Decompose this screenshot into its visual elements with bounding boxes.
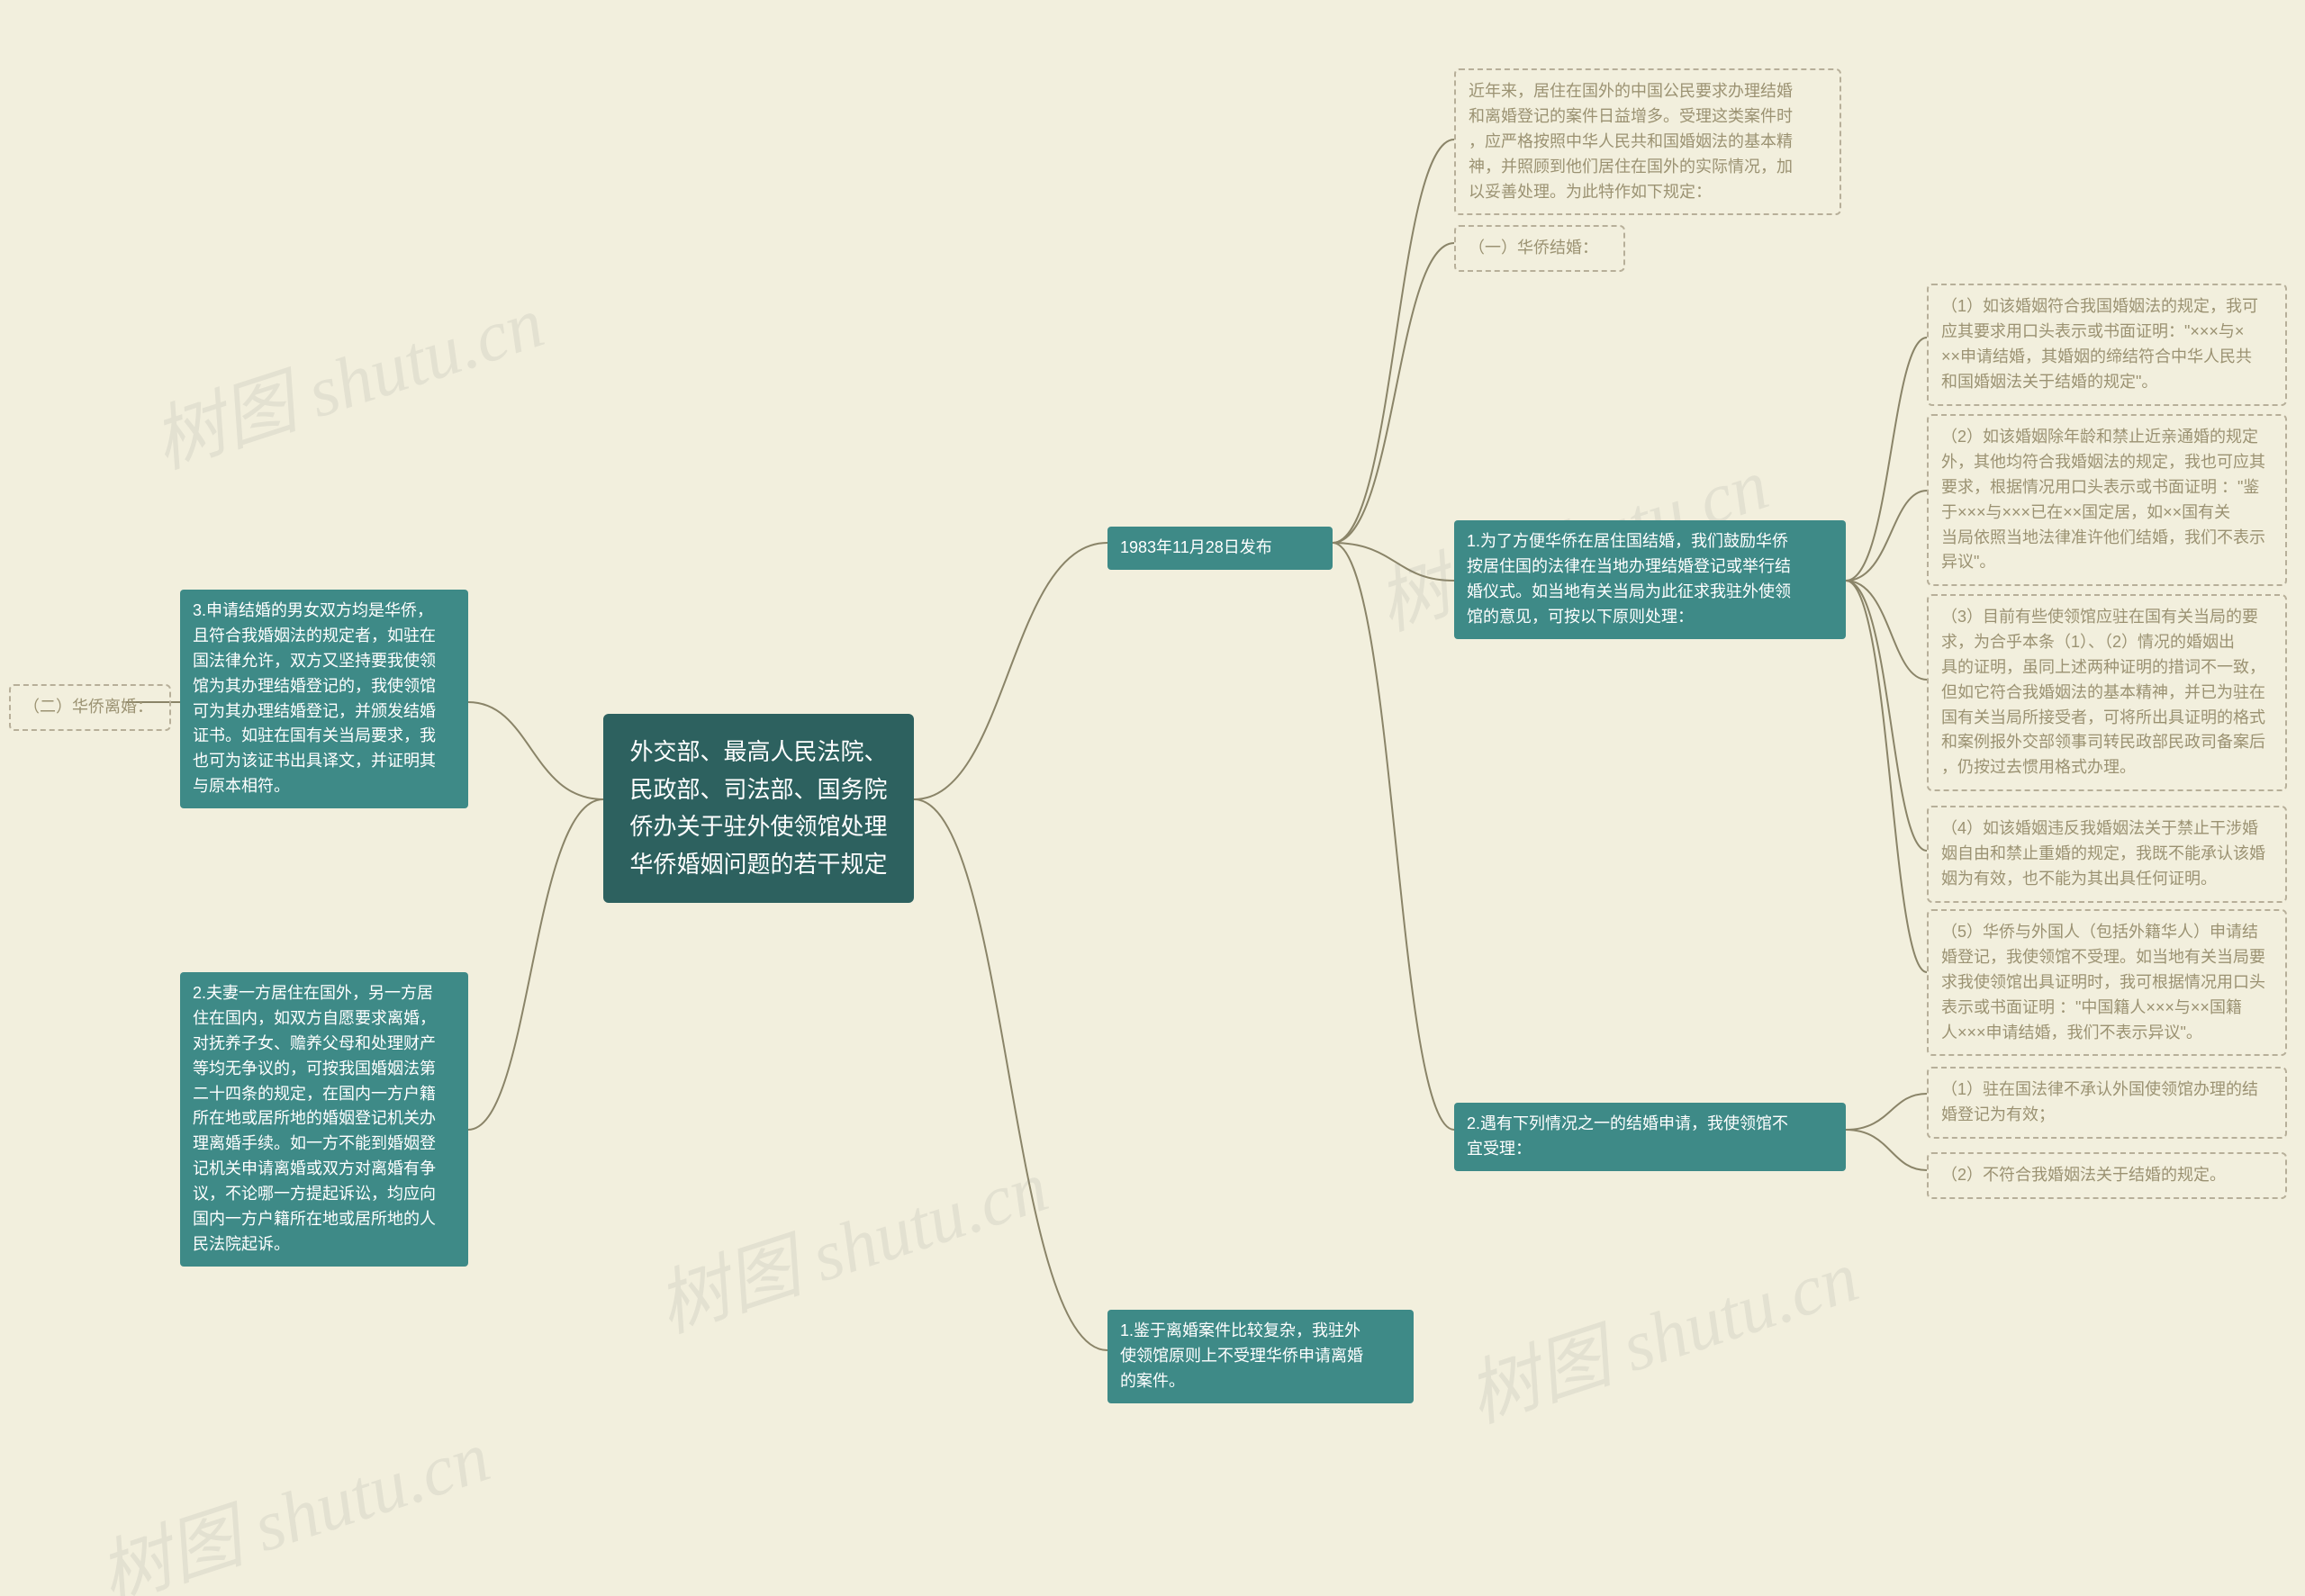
branch-1983[interactable]: 1983年11月28日发布 [1107, 527, 1333, 570]
node-section1-label[interactable]: （一）华侨结婚： [1454, 225, 1625, 272]
node-left-item3[interactable]: 3.申请结婚的男女双方均是华侨， 且符合我婚姻法的规定者，如驻在 国法律允许，双… [180, 590, 468, 808]
watermark: 树图 shutu.cn [138, 264, 555, 488]
node-section2-label[interactable]: （二）华侨离婚： [9, 684, 171, 731]
watermark: 树图 shutu.cn [642, 1128, 1059, 1352]
watermark: 树图 shutu.cn [84, 1398, 501, 1596]
node-item1-sub1[interactable]: （1）如该婚姻符合我国婚姻法的规定，我可 应其要求用口头表示或书面证明："×××… [1927, 284, 2287, 406]
node-item1-sub4[interactable]: （4）如该婚姻违反我婚姻法关于禁止干涉婚 姻自由和禁止重婚的规定，我既不能承认该… [1927, 806, 2287, 903]
node-item1-sub2[interactable]: （2）如该婚姻除年龄和禁止近亲通婚的规定 外，其他均符合我婚姻法的规定，我也可应… [1927, 414, 2287, 586]
node-item2-sub1[interactable]: （1）驻在国法律不承认外国使领馆办理的结 婚登记为有效； [1927, 1067, 2287, 1139]
watermark: 树图 shutu.cn [1452, 1218, 1869, 1442]
root-node[interactable]: 外交部、最高人民法院、 民政部、司法部、国务院 侨办关于驻外使领馆处理 华侨婚姻… [603, 714, 914, 903]
node-item2-sub2[interactable]: （2）不符合我婚姻法关于结婚的规定。 [1927, 1152, 2287, 1199]
node-item2[interactable]: 2.遇有下列情况之一的结婚申请，我使领馆不 宜受理： [1454, 1103, 1846, 1171]
node-left-item2[interactable]: 2.夫妻一方居住在国外，另一方居 住在国内，如双方自愿要求离婚， 对抚养子女、赡… [180, 972, 468, 1267]
node-item1-sub5[interactable]: （5）华侨与外国人（包括外籍华人）申请结 婚登记，我使领馆不受理。如当地有关当局… [1927, 909, 2287, 1056]
node-preamble[interactable]: 近年来，居住在国外的中国公民要求办理结婚 和离婚登记的案件日益增多。受理这类案件… [1454, 68, 1841, 215]
node-item1[interactable]: 1.为了方便华侨在居住国结婚，我们鼓励华侨 按居住国的法律在当地办理结婚登记或举… [1454, 520, 1846, 639]
node-divorce-case[interactable]: 1.鉴于离婚案件比较复杂，我驻外 使领馆原则上不受理华侨申请离婚 的案件。 [1107, 1310, 1414, 1403]
node-item1-sub3[interactable]: （3）目前有些使领馆应驻在国有关当局的要 求，为合乎本条（1）、（2）情况的婚姻… [1927, 594, 2287, 791]
